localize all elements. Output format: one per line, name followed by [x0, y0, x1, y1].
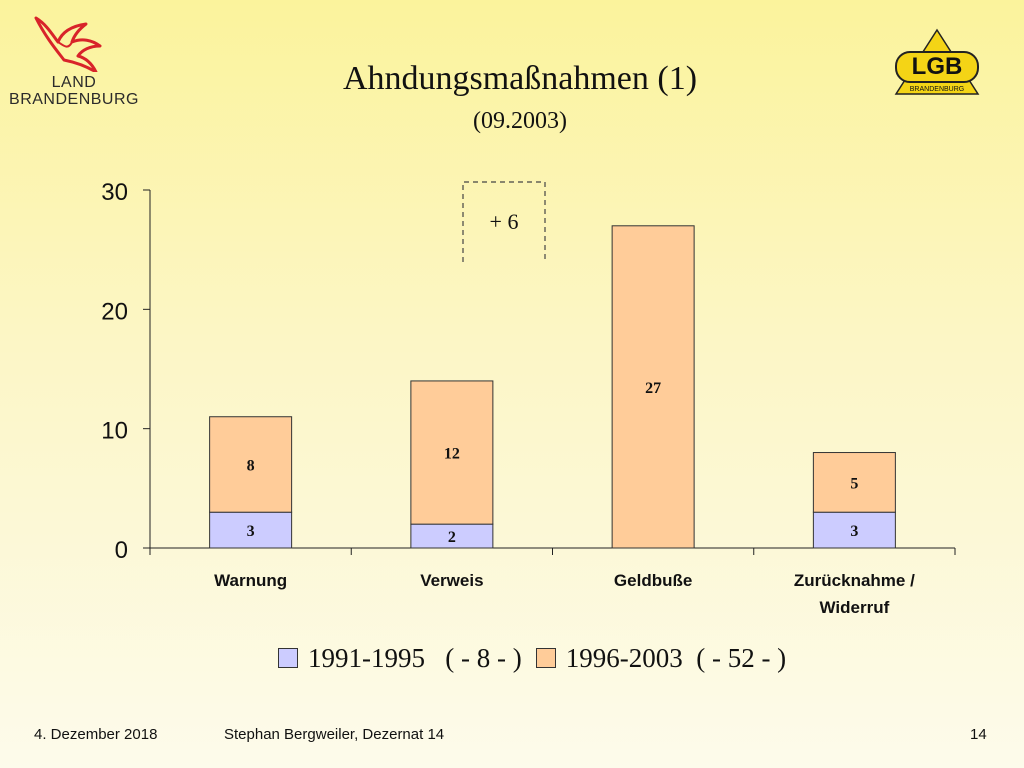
legend-label-series-2: 1996-2003 ( - 52 - ): [565, 642, 787, 673]
annotation-label: + 6: [490, 209, 519, 234]
y-tick-label: 30: [101, 179, 128, 206]
bar-data-label: 3: [850, 523, 858, 540]
eagle-icon: [34, 16, 102, 72]
legend-item-series-2: 1996-2003 ( - 52 - ): [535, 642, 787, 674]
bar-data-label: 27: [645, 380, 661, 397]
slide-subtitle: (09.2003): [473, 108, 567, 134]
bar-data-label: 5: [850, 475, 858, 492]
land-brandenburg-text: LAND BRANDENBURG: [8, 74, 140, 108]
footer-date: 4. Dezember 2018: [34, 726, 158, 743]
slide-title: Ahndungsmaßnahmen (1): [342, 60, 698, 97]
lgb-main-text: LGB: [912, 53, 963, 80]
annotation-bracket: [462, 181, 546, 262]
y-tick-label: 20: [101, 298, 128, 325]
bar-data-label: 3: [247, 523, 255, 540]
x-category-label: Widerruf: [820, 598, 890, 617]
x-category-label: Warnung: [214, 571, 287, 590]
chart-legend: 1991-1995 ( - 8 - ) 1996-2003 ( - 52 - ): [278, 640, 800, 676]
bar-data-label: 8: [247, 457, 255, 474]
bar-segment-series-2: [209, 416, 293, 513]
bar-data-label: 2: [448, 529, 456, 546]
bar-segment-series-2: [410, 380, 494, 525]
bar-segment-series-2: [812, 452, 896, 513]
legend-label-series-1: 1991-1995 ( - 8 - ): [308, 642, 522, 673]
land-brandenburg-logo: LAND BRANDENBURG: [8, 12, 138, 122]
bar-data-label: 12: [444, 446, 460, 463]
lgb-sub-text: BRANDENBURG: [910, 86, 964, 93]
lgb-oval: [895, 51, 979, 83]
logo-line-brandenburg: BRANDENBURG: [9, 91, 139, 108]
x-category-label: Geldbuße: [614, 571, 692, 590]
bar-segment-series-1: [209, 511, 293, 549]
bar-segment-series-1: [812, 511, 896, 549]
lgb-logo: LGB BRANDENBURG: [892, 28, 982, 98]
x-category-label: Verweis: [420, 571, 483, 590]
y-tick-label: 10: [101, 418, 128, 445]
footer-author: Stephan Bergweiler, Dezernat 14: [224, 726, 445, 743]
legend-swatch-series-1: [278, 648, 298, 668]
legend-swatch-series-2: [535, 648, 556, 668]
legend-item-series-1: 1991-1995 ( - 8 - ): [278, 643, 522, 674]
footer-page-number: 14: [970, 726, 987, 743]
y-tick-label: 0: [115, 537, 128, 564]
logo-line-land: LAND: [51, 74, 97, 91]
bar-segment-series-2: [611, 225, 695, 549]
x-category-label: Zurücknahme /: [794, 571, 915, 590]
